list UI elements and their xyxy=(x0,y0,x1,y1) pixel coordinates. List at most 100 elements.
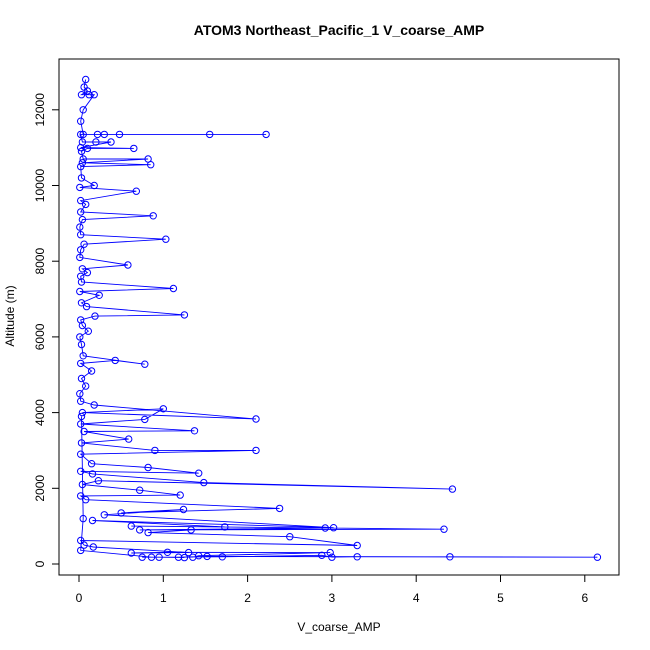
data-point xyxy=(218,553,227,561)
data-point xyxy=(79,106,87,114)
data-point xyxy=(252,415,260,423)
data-point xyxy=(151,446,159,455)
y-tick-label: 2000 xyxy=(33,475,47,502)
data-point xyxy=(115,130,124,139)
data-point xyxy=(147,553,156,561)
data-point xyxy=(82,496,90,504)
data-point xyxy=(127,549,136,557)
data-point xyxy=(169,284,178,293)
data-point xyxy=(77,130,85,139)
data-point xyxy=(130,144,138,153)
data-point xyxy=(329,524,338,532)
plot-frame xyxy=(58,58,620,576)
data-point xyxy=(83,268,92,277)
data-point xyxy=(76,333,84,341)
data-point xyxy=(136,526,144,534)
data-point xyxy=(159,405,168,413)
data-point xyxy=(195,469,203,477)
y-tick-label: 4000 xyxy=(33,399,47,426)
data-point xyxy=(79,514,87,523)
data-point xyxy=(77,359,85,368)
data-point xyxy=(190,427,199,435)
data-point xyxy=(78,265,87,273)
x-tick-label: 3 xyxy=(329,591,336,605)
data-point xyxy=(78,408,87,417)
data-point xyxy=(593,553,602,561)
data-point xyxy=(141,415,149,424)
data-point xyxy=(77,450,85,458)
data-point xyxy=(144,463,152,472)
data-point xyxy=(124,261,132,269)
data-point xyxy=(78,159,87,167)
data-point xyxy=(77,546,85,555)
data-point xyxy=(76,390,84,398)
data-point xyxy=(85,91,93,99)
data-point xyxy=(127,522,136,530)
data-point xyxy=(132,187,141,195)
y-tick-label: 0 xyxy=(33,560,47,567)
data-point xyxy=(77,147,86,156)
data-point xyxy=(162,235,170,243)
data-point xyxy=(184,548,193,557)
data-point xyxy=(87,367,96,375)
data-point xyxy=(141,360,149,368)
data-point xyxy=(353,553,361,561)
data-point xyxy=(88,470,97,478)
data-point xyxy=(77,91,86,99)
x-axis: 0 1 2 3 4 5 6 xyxy=(76,574,588,605)
data-point xyxy=(95,291,103,299)
data-point xyxy=(100,130,109,139)
y-axis-label: Altitude (m) xyxy=(3,285,17,346)
data-point xyxy=(78,480,87,489)
data-point xyxy=(77,374,86,383)
data-point xyxy=(77,492,85,500)
data-series xyxy=(76,75,602,562)
data-point xyxy=(77,299,86,307)
data-point xyxy=(144,528,152,537)
data-point xyxy=(117,509,125,517)
data-point xyxy=(82,75,90,84)
data-point xyxy=(79,155,87,163)
data-point xyxy=(82,302,91,311)
data-point xyxy=(180,553,189,562)
x-tick-label: 1 xyxy=(160,591,167,605)
x-tick-label: 5 xyxy=(497,591,504,605)
data-point xyxy=(221,523,229,531)
x-tick-label: 4 xyxy=(413,591,420,605)
data-point xyxy=(448,485,457,493)
data-point xyxy=(76,183,84,192)
data-point xyxy=(79,352,87,360)
data-point xyxy=(262,130,270,139)
data-point xyxy=(82,200,90,209)
data-point xyxy=(92,138,100,146)
data-point xyxy=(82,382,90,390)
series-line xyxy=(79,79,598,559)
data-point xyxy=(321,524,329,532)
data-point xyxy=(87,460,96,468)
x-tick-label: 2 xyxy=(244,591,251,605)
data-point xyxy=(77,246,85,254)
data-point xyxy=(80,427,88,436)
data-point xyxy=(77,467,85,475)
data-point xyxy=(440,525,448,533)
data-point xyxy=(252,446,260,455)
data-point xyxy=(155,553,163,561)
data-point xyxy=(90,181,98,190)
y-tick-label: 8000 xyxy=(33,248,47,275)
x-axis-label: V_coarse_AMP xyxy=(297,620,380,634)
data-point xyxy=(76,223,84,231)
data-point xyxy=(353,541,361,550)
chart-title: ATOM3 Northeast_Pacific_1 V_coarse_AMP xyxy=(194,22,485,38)
data-point xyxy=(77,208,85,216)
data-point xyxy=(107,138,115,146)
data-point xyxy=(88,516,97,525)
data-point xyxy=(203,552,211,561)
data-point xyxy=(176,491,184,499)
data-point xyxy=(80,541,88,549)
data-point xyxy=(90,401,98,409)
data-point xyxy=(189,553,197,561)
data-point xyxy=(77,162,85,171)
x-tick-label: 6 xyxy=(581,591,588,605)
data-point xyxy=(83,87,92,95)
data-point xyxy=(77,397,85,405)
